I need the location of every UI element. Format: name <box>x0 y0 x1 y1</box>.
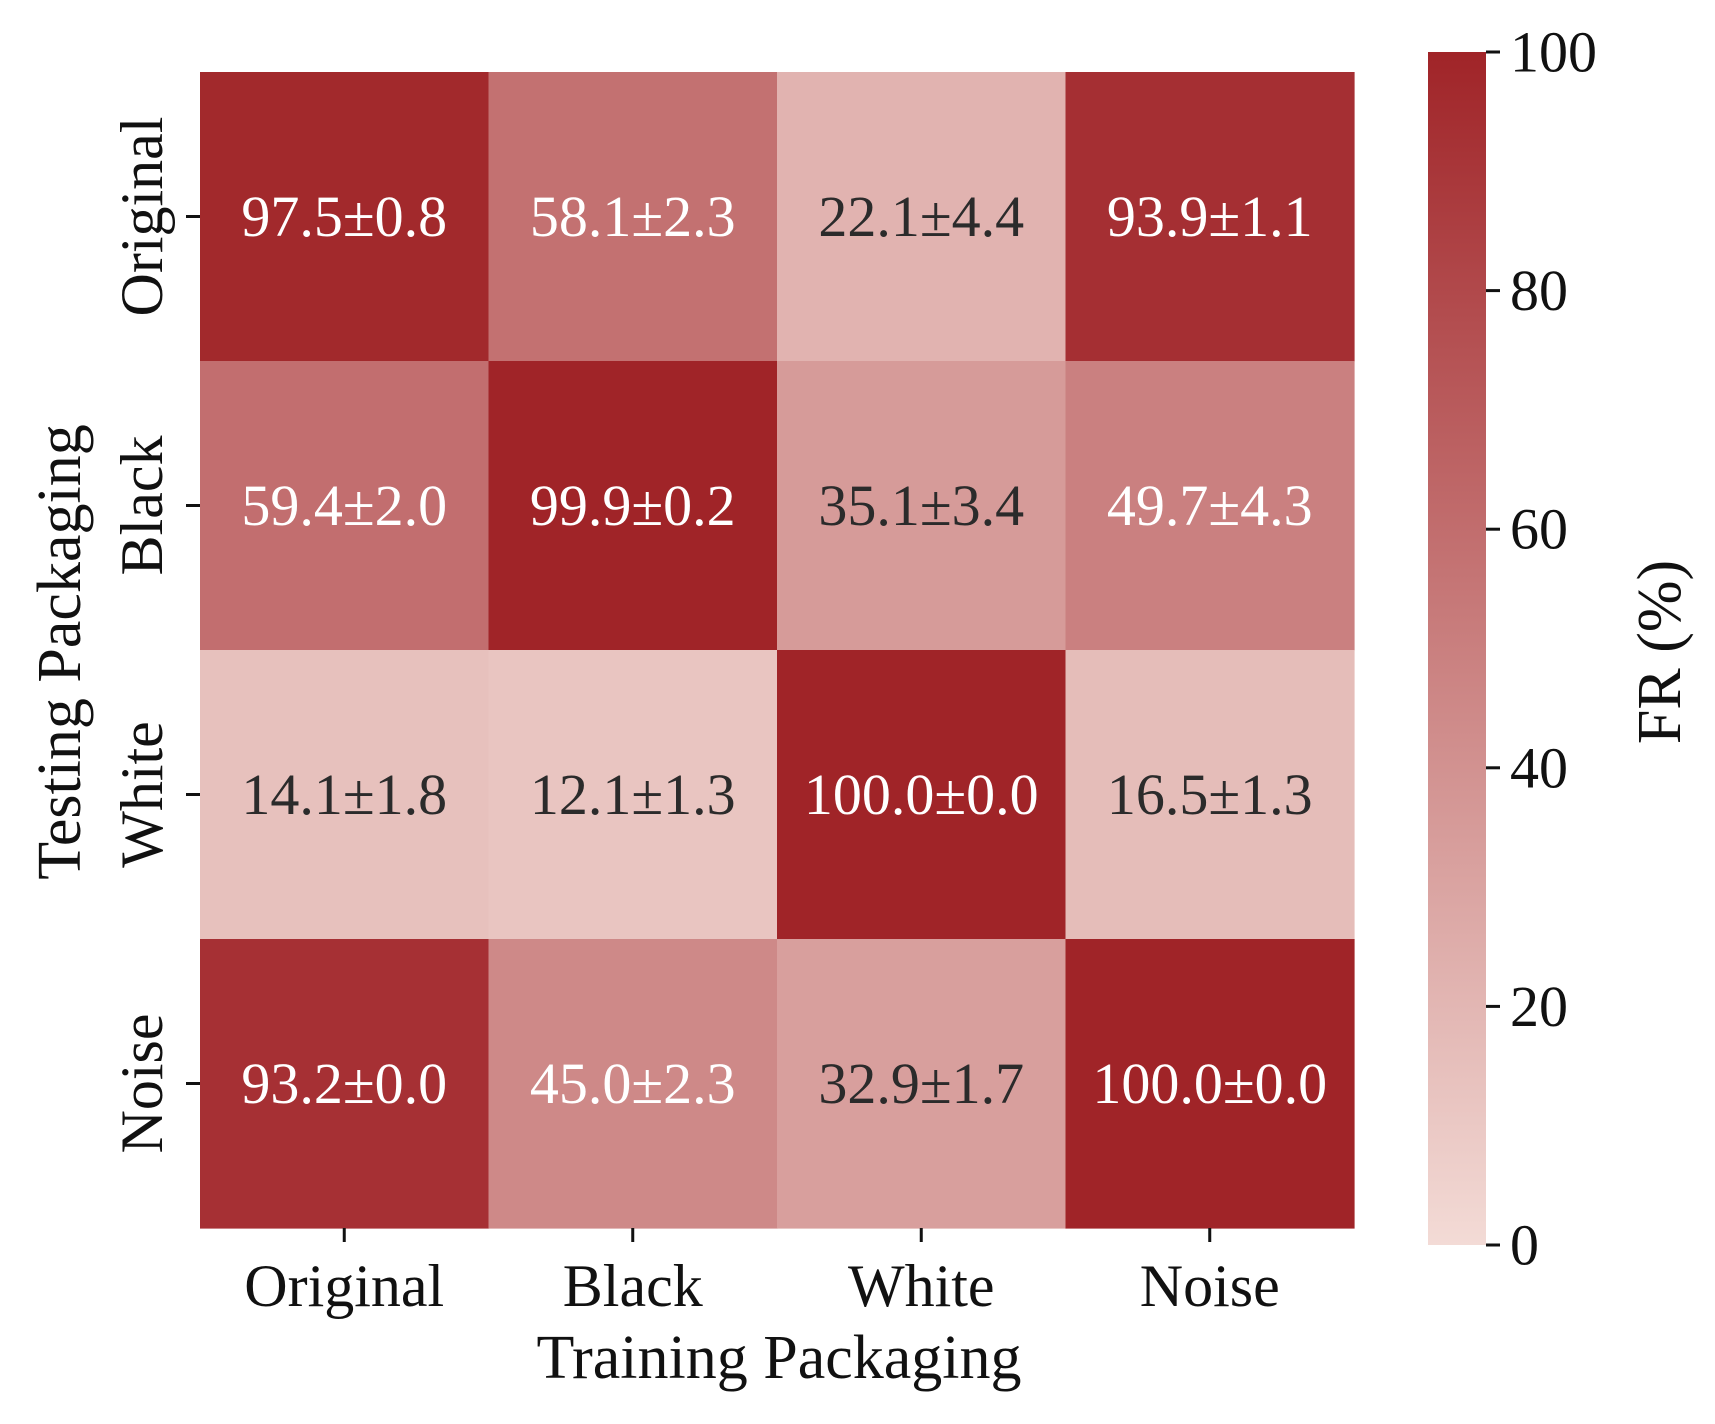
heatmap-cell <box>200 361 490 651</box>
colorbar-tick-label: 0 <box>1510 1213 1539 1278</box>
cell-value-label: 45.0±2.3 <box>530 1051 736 1116</box>
y-axis: Original Black White Noise <box>109 117 200 1154</box>
cell-value-label: 97.5±0.8 <box>241 184 447 249</box>
x-tick-label: Original <box>244 1253 444 1319</box>
cell-value-label: 93.2±0.0 <box>241 1051 447 1116</box>
x-axis-label: Training Packaging <box>536 1324 1021 1392</box>
x-tick-label: Noise <box>1140 1253 1280 1319</box>
cell-value-label: 99.9±0.2 <box>530 473 736 538</box>
heatmap-cell <box>488 72 778 362</box>
colorbar-tick-label: 40 <box>1510 735 1568 800</box>
cell-value-label: 93.9±1.1 <box>1107 184 1313 249</box>
heatmap-cell <box>777 939 1067 1229</box>
x-axis: Original Black White Noise <box>244 1228 1280 1319</box>
x-tick-label: White <box>848 1253 995 1319</box>
cell-value-label: 49.7±4.3 <box>1107 473 1313 538</box>
heatmap-cell <box>1065 72 1355 362</box>
colorbar-tick-label: 60 <box>1510 497 1568 562</box>
heatmap-cell <box>488 650 778 940</box>
heatmap-cell <box>777 361 1067 651</box>
colorbar-tick-label: 100 <box>1510 20 1597 85</box>
colorbar-label: FR (%) <box>1626 560 1694 744</box>
heatmap-cell <box>200 939 490 1229</box>
cell-value-label: 14.1±1.8 <box>241 762 447 827</box>
heatmap-cell <box>200 650 490 940</box>
x-tick-label: Black <box>563 1253 703 1319</box>
heatmap-cell <box>1065 361 1355 651</box>
cell-value-label: 35.1±3.4 <box>818 473 1024 538</box>
cell-value-label: 59.4±2.0 <box>241 473 447 538</box>
cells-layer <box>200 72 1355 1229</box>
cell-value-label: 16.5±1.3 <box>1107 762 1313 827</box>
y-tick-label: Original <box>109 117 175 317</box>
colorbar-tick-label: 80 <box>1510 258 1568 323</box>
y-axis-label: Testing Packaging <box>26 424 94 879</box>
heatmap-cell <box>777 650 1067 940</box>
cell-value-label: 32.9±1.7 <box>818 1051 1024 1116</box>
colorbar-tick-label: 20 <box>1510 974 1568 1039</box>
cell-value-label: 100.0±0.0 <box>1092 1051 1327 1116</box>
cell-value-label: 12.1±1.3 <box>530 762 736 827</box>
heatmap-cell <box>1065 650 1355 940</box>
heatmap-cell <box>488 939 778 1229</box>
heatmap-cell <box>488 361 778 651</box>
heatmap-cell <box>200 72 490 362</box>
y-tick-label: White <box>109 721 175 868</box>
colorbar-ticks: 0 20 40 60 80 100 <box>1486 20 1597 1278</box>
cell-labels-layer: 97.5±0.8 58.1±2.3 22.1±4.4 93.9±1.1 59.4±2.0… <box>241 184 1327 1116</box>
cell-value-label: 100.0±0.0 <box>804 762 1039 827</box>
colorbar: 0 20 40 60 80 100 <box>1428 20 1597 1278</box>
cell-value-label: 58.1±2.3 <box>530 184 736 249</box>
heatmap-cell <box>1065 939 1355 1229</box>
y-tick-label: Noise <box>109 1014 175 1154</box>
heatmap-cell <box>777 72 1067 362</box>
cell-value-label: 22.1±4.4 <box>818 184 1024 249</box>
colorbar-gradient <box>1428 52 1486 1245</box>
y-tick-label: Black <box>109 436 175 576</box>
